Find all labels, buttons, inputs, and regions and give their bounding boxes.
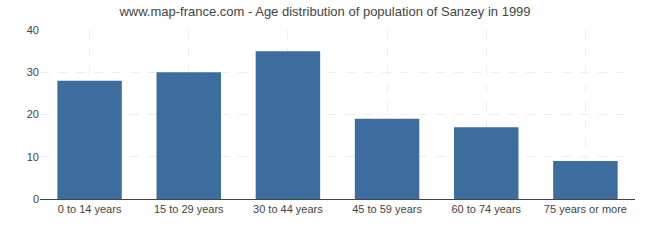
- svg-text:40: 40: [27, 24, 39, 36]
- svg-text:20: 20: [27, 108, 39, 120]
- svg-text:0 to 14 years: 0 to 14 years: [58, 203, 122, 215]
- svg-text:30 to 44 years: 30 to 44 years: [253, 203, 323, 215]
- svg-text:30: 30: [27, 66, 39, 78]
- svg-text:45 to 59 years: 45 to 59 years: [352, 203, 422, 215]
- svg-text:0: 0: [33, 193, 39, 205]
- svg-text:www.map-france.com - Age distr: www.map-france.com - Age distribution of…: [118, 4, 530, 19]
- svg-text:10: 10: [27, 151, 39, 163]
- svg-text:60 to 74 years: 60 to 74 years: [451, 203, 521, 215]
- svg-text:75 years or more: 75 years or more: [544, 203, 627, 215]
- svg-text:15 to 29 years: 15 to 29 years: [154, 203, 224, 215]
